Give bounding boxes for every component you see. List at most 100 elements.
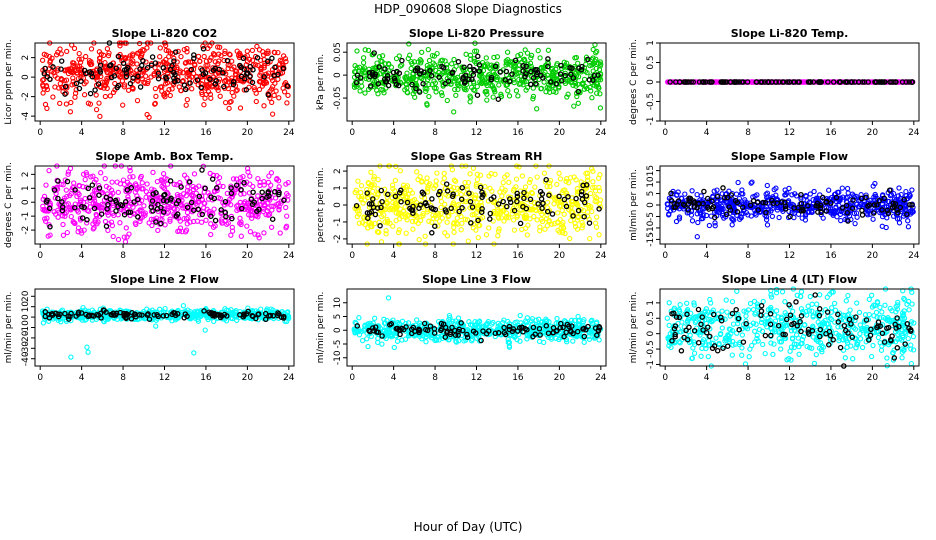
overlay-point [460, 76, 466, 82]
data-point [171, 55, 177, 61]
data-point [581, 86, 588, 92]
y-tick-label: 15 [646, 165, 656, 176]
overlay-point [241, 66, 247, 72]
data-point [909, 187, 915, 193]
x-tick-label: 8 [745, 128, 751, 138]
panel-4-points [40, 163, 291, 245]
data-point [195, 53, 202, 60]
data-point [202, 327, 208, 333]
overlay-point [367, 83, 374, 89]
data-point [528, 55, 534, 61]
data-point [115, 189, 121, 196]
x-tick-label: 8 [432, 251, 438, 261]
data-point [262, 79, 269, 85]
data-point [201, 102, 207, 108]
y-axis-label: ml/min per min. [629, 169, 639, 241]
data-point [554, 181, 560, 188]
overlay-point [115, 82, 122, 89]
overlay-point [539, 205, 545, 212]
overlay-point [432, 223, 438, 229]
data-point [261, 103, 267, 109]
data-point [879, 223, 885, 229]
data-point [550, 88, 557, 95]
data-point [470, 165, 477, 171]
data-point [507, 59, 514, 65]
data-point [903, 188, 909, 195]
overlay-point [385, 82, 392, 89]
data-point [402, 204, 408, 210]
data-point [174, 64, 180, 71]
x-tick-label: 24 [283, 128, 295, 138]
data-point [215, 44, 221, 50]
data-point [86, 60, 93, 66]
data-point [275, 76, 281, 82]
overlay-point [202, 185, 208, 192]
data-point [425, 46, 431, 53]
data-point [549, 65, 555, 72]
overlay-point [461, 64, 467, 70]
data-point [77, 63, 83, 70]
data-point [521, 56, 527, 62]
overlay-point [280, 65, 287, 72]
data-point [261, 63, 267, 69]
data-point [444, 61, 450, 68]
data-point [51, 70, 57, 76]
panel-title: Slope Li-820 CO2 [112, 27, 218, 40]
data-point [244, 53, 250, 59]
data-point [438, 204, 444, 211]
data-point [445, 68, 451, 74]
x-tick-label: 0 [349, 128, 355, 138]
overlay-point [95, 81, 102, 87]
data-point [556, 85, 562, 91]
data-point [682, 191, 688, 197]
data-point [589, 208, 595, 215]
data-point [896, 185, 902, 191]
x-tick-label: 4 [704, 128, 710, 138]
overlay-point [155, 70, 162, 76]
data-point [408, 65, 414, 72]
overlay-point [55, 178, 61, 184]
data-point [379, 58, 385, 65]
overlay-point [545, 63, 551, 70]
x-tick-label: 16 [200, 128, 212, 138]
data-point [221, 57, 227, 64]
data-point [104, 69, 110, 75]
data-point [228, 232, 234, 238]
y-tick-label: 0 [646, 79, 656, 85]
overlay-point [272, 189, 278, 195]
data-point [184, 45, 190, 52]
overlay-point [523, 71, 529, 77]
overlay-point [58, 58, 65, 64]
x-tick-label: 12 [784, 251, 795, 261]
overlay-point [502, 77, 509, 83]
y-tick-label: 0 [333, 202, 343, 208]
overlay-point [575, 88, 581, 95]
x-tick-label: 20 [242, 128, 254, 138]
data-point [574, 93, 580, 100]
overlay-point [250, 189, 256, 195]
x-tick-label: 12 [159, 128, 170, 138]
data-point [181, 46, 187, 53]
data-point [764, 182, 770, 189]
data-point [165, 48, 172, 54]
overlay-point [573, 195, 579, 202]
overlay-point [171, 58, 177, 64]
data-point [101, 85, 107, 91]
x-tick-label: 4 [391, 251, 397, 261]
data-point [217, 93, 223, 99]
data-point [534, 217, 540, 223]
data-point [102, 79, 108, 86]
x-tick-label: 4 [391, 128, 397, 138]
x-tick-label: 16 [200, 251, 212, 261]
data-point [197, 58, 203, 64]
overlay-point [187, 80, 193, 86]
data-point [403, 81, 409, 87]
data-point [93, 106, 100, 113]
data-point [146, 114, 152, 120]
x-tick-label: 0 [37, 251, 43, 261]
data-point [254, 43, 260, 50]
data-point [76, 50, 82, 57]
overlay-point [540, 75, 546, 81]
x-tick-label: 0 [349, 251, 355, 261]
